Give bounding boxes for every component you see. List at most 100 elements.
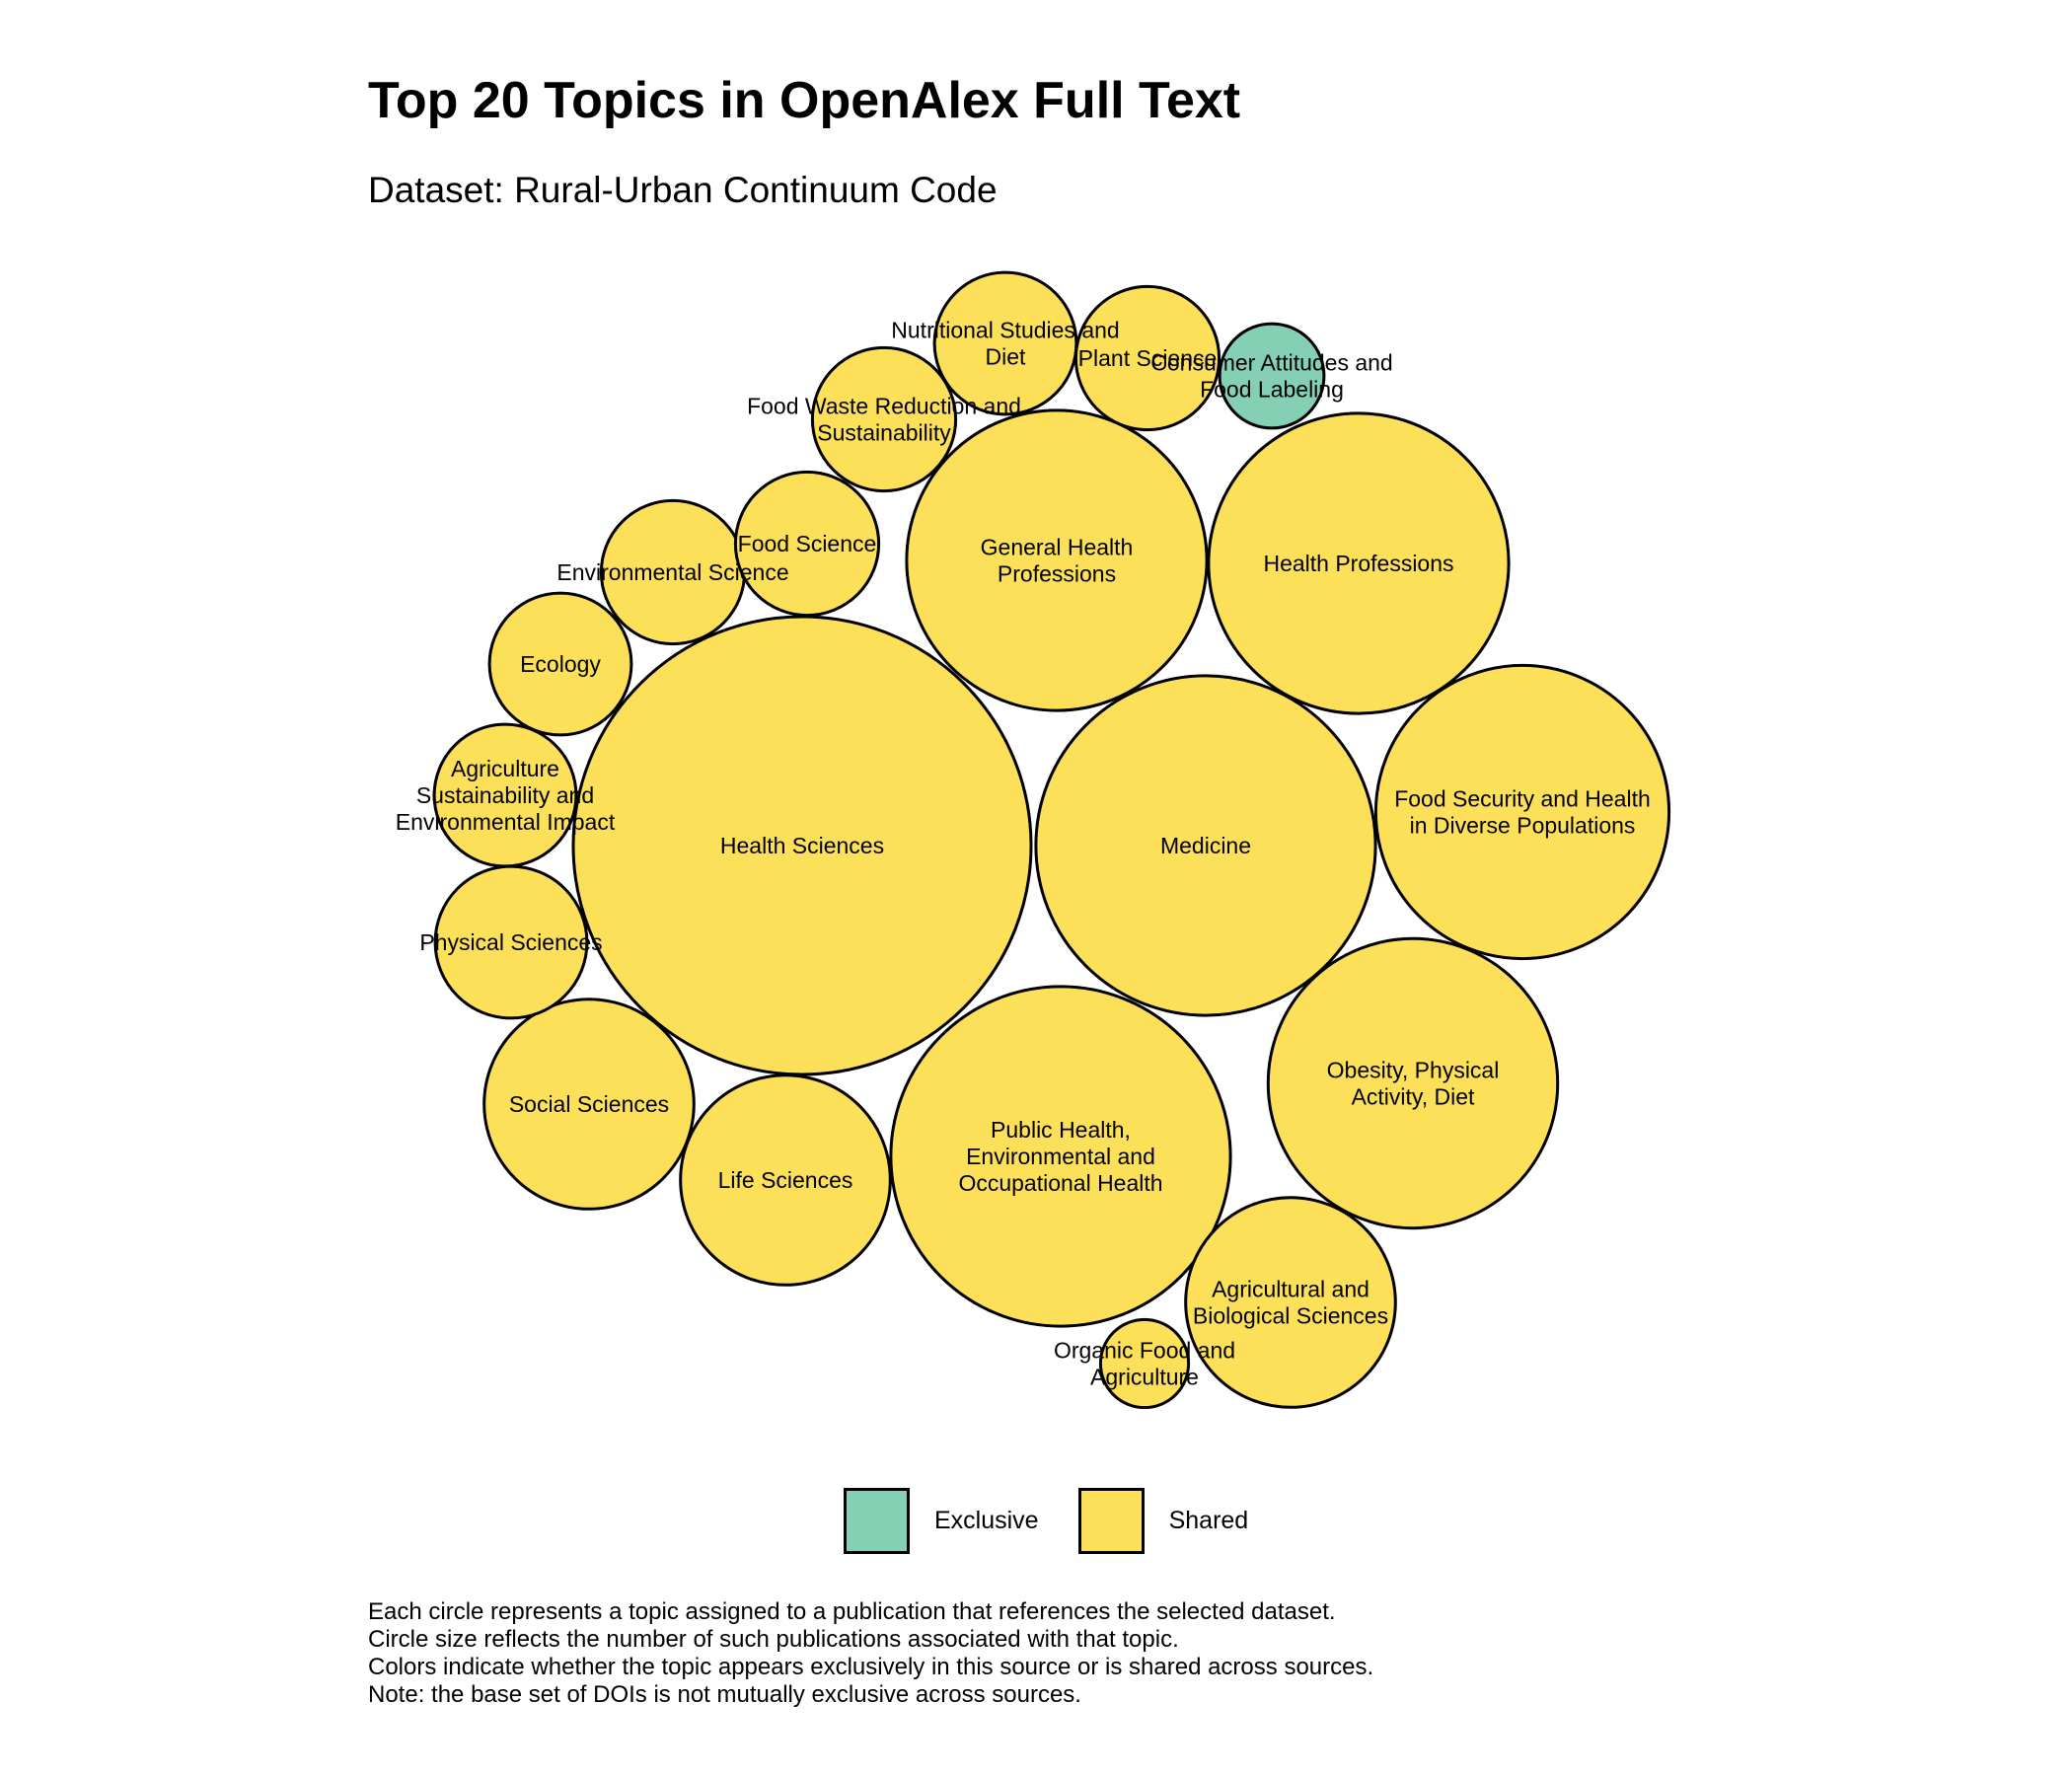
bubble-label-line: Sustainability [817, 420, 951, 446]
bubble-plant-science [1073, 284, 1221, 432]
bubble-label-line: Physical Sciences [419, 929, 602, 955]
bubble-circle [810, 345, 958, 493]
bubble-label: Physical Sciences [419, 929, 602, 955]
bubble-label-line: Health Sciences [720, 833, 884, 858]
bubble-circle [487, 591, 633, 737]
chart-title: Top 20 Topics in OpenAlex Full Text [368, 72, 1241, 129]
bubble-health-professions [1207, 411, 1511, 715]
bubble-circle [1373, 663, 1671, 961]
bubble-label-line: Plant Science [1078, 345, 1218, 371]
bubble-label: Food Security and Health in Diverse Popul… [1394, 786, 1651, 839]
bubble-label-line: Activity, Diet [1352, 1084, 1475, 1110]
bubble-obesity-physical-activity-diet [1266, 936, 1560, 1230]
caption-line: Note: the base set of DOIs is not mutual… [368, 1681, 1081, 1708]
bubble-social-sciences [482, 998, 696, 1211]
bubble-label: Agricultural and Biological Sciences [1193, 1277, 1388, 1329]
bubble-label-line: in Diverse Populations [1410, 813, 1636, 839]
bubble-circle [433, 864, 589, 1020]
bubble-life-sciences [679, 1073, 892, 1287]
bubble-label-line: Food Labeling [1200, 377, 1344, 403]
bubble-label-line: Public Health, [991, 1117, 1131, 1143]
bubble-label-line: Agriculture [451, 756, 559, 781]
bubble-label: General Health Professions [981, 535, 1134, 587]
bubble-label-line: Medicine [1160, 833, 1251, 858]
chart-subtitle: Dataset: Rural-Urban Continuum Code [368, 170, 998, 210]
bubble-agricultural-and-biological-sciences [1184, 1196, 1397, 1409]
bubble-ecology [487, 591, 633, 737]
bubble-label-line: Biological Sciences [1193, 1303, 1388, 1329]
bubble-circle [571, 615, 1033, 1076]
caption-line: Circle size reflects the number of such … [368, 1626, 1179, 1653]
bubble-label-line: Organic Food and [1054, 1338, 1235, 1364]
bubble-label-line: Nutritional Studies and [891, 318, 1119, 343]
bubble-circle [905, 408, 1209, 712]
bubble-label: Plant Science [1078, 345, 1218, 371]
legend-label-shared: Shared [1168, 1507, 1249, 1534]
bubble-label-line: Food Waste Reduction and [747, 394, 1021, 419]
bubble-circle [1073, 284, 1221, 432]
bubble-label: Food Waste Reduction and Sustainability [747, 394, 1021, 446]
bubble-label: Environmental Science [556, 559, 788, 585]
bubble-label: Ecology [520, 651, 601, 677]
legend-item-exclusive: Exclusive [844, 1488, 1057, 1554]
bubble-circle [1098, 1317, 1191, 1410]
bubble-circle [1207, 411, 1511, 715]
bubble-label-line: Life Sciences [718, 1167, 853, 1193]
bubble-label-line: Obesity, Physical [1327, 1058, 1500, 1083]
bubble-label-line: Social Sciences [509, 1091, 669, 1117]
bubble-circle [482, 998, 696, 1211]
bubble-label-line: Environmental and [966, 1144, 1155, 1169]
bubble-label: Obesity, Physical Activity, Diet [1327, 1058, 1500, 1110]
bubble-label: Life Sciences [718, 1167, 853, 1193]
bubble-circle [733, 470, 881, 618]
bubble-label: Nutritional Studies and Diet [891, 318, 1119, 370]
bubble-label-line: Food Security and Health [1394, 786, 1651, 812]
bubble-label-line: Sustainability and [416, 782, 594, 808]
bubble-label-line: Occupational Health [958, 1170, 1162, 1196]
bubble-physical-sciences [433, 864, 589, 1020]
bubble-label: Social Sciences [509, 1091, 669, 1117]
legend-item-shared: Shared [1077, 1488, 1267, 1554]
bubble-label: Organic Food and Agriculture [1054, 1338, 1235, 1390]
bubble-circle [1184, 1196, 1397, 1409]
legend: Exclusive Shared [844, 1488, 1288, 1554]
bubble-label: Medicine [1160, 833, 1251, 858]
bubble-general-health-professions [905, 408, 1209, 712]
bubble-circle [1218, 322, 1326, 430]
bubble-medicine [1034, 674, 1377, 1017]
bubble-label-line: Environmental Science [556, 559, 788, 585]
bubble-label-line: Agriculture [1090, 1365, 1199, 1390]
legend-swatch-shared [1077, 1488, 1145, 1554]
bubble-label: Health Professions [1263, 551, 1453, 576]
caption-line: Colors indicate whether the topic appear… [368, 1654, 1374, 1680]
bubble-consumer-attitudes-and-food-labeling [1218, 322, 1326, 430]
caption-line: Each circle represents a topic assigned … [368, 1598, 1336, 1625]
bubble-circle [1034, 674, 1377, 1017]
bubble-label-line: Consumer Attitudes and [1150, 350, 1392, 376]
bubble-food-security-and-health-in-diverse-populations [1373, 663, 1671, 961]
bubble-label-line: Diet [986, 344, 1027, 370]
legend-swatch-exclusive [844, 1488, 910, 1554]
bubble-label-line: Health Professions [1263, 551, 1453, 576]
bubble-label: Agriculture Sustainability and Environment… [396, 756, 616, 835]
bubble-label: Public Health, Environmental and Occupatio… [958, 1117, 1162, 1196]
bubble-label: Consumer Attitudes and Food Labeling [1150, 350, 1392, 403]
bubble-organic-food-and-agriculture [1098, 1317, 1191, 1410]
bubble-circle [1266, 936, 1560, 1230]
bubble-label-line: Environmental Impact [396, 809, 616, 835]
bubble-food-waste-reduction-and-sustainability [810, 345, 958, 493]
bubble-circle [889, 985, 1232, 1328]
bubble-food-science [733, 470, 881, 618]
bubble-label-line: Agricultural and [1212, 1277, 1369, 1302]
bubble-health-sciences [571, 615, 1033, 1076]
bubble-label-line: General Health [981, 535, 1134, 560]
bubble-label: Food Science [738, 531, 877, 556]
legend-label-exclusive: Exclusive [934, 1507, 1039, 1534]
caption: Each circle represents a topic assigned … [368, 1598, 1373, 1709]
bubble-circle [679, 1073, 892, 1287]
bubble-label-line: Professions [998, 561, 1116, 587]
bubble-public-health-environmental-and-occupational-health [889, 985, 1232, 1328]
bubble-label-line: Ecology [520, 651, 601, 677]
bubble-label: Health Sciences [720, 833, 884, 858]
